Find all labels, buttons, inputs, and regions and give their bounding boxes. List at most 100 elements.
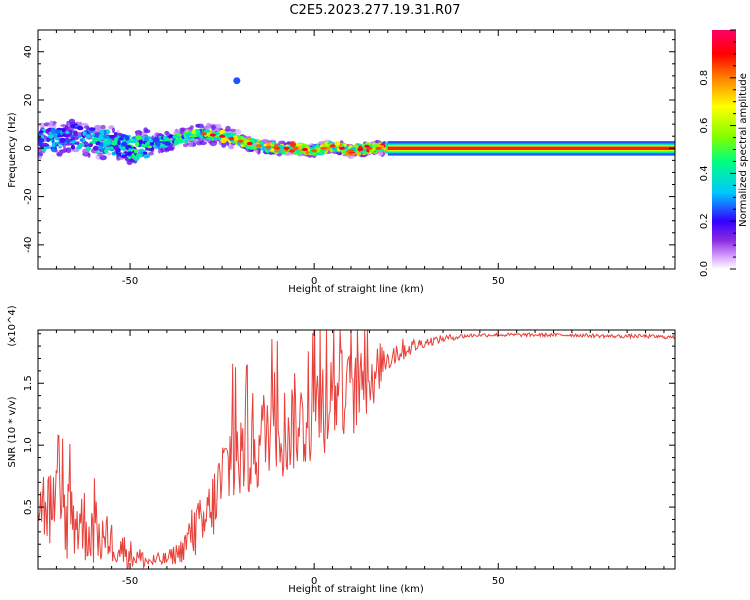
spectrogram-ridge-cell: [108, 146, 114, 150]
spectrogram-carrier-band: [387, 146, 675, 150]
colorbar-tick-label: 0.4: [699, 165, 710, 181]
spectrogram-ridge-cell: [142, 151, 148, 155]
snr-ylabel: SNR (10 * v/v): [7, 396, 18, 467]
spectrogram-ridge-cell: [289, 141, 296, 148]
spectrogram-ridge-cell: [70, 136, 76, 140]
spectrogram-peak-cell: [292, 146, 299, 150]
spectrogram-ridge-cell: [76, 125, 84, 131]
spectrogram-peak-cell: [246, 141, 253, 146]
spectrogram-halo-cell: [227, 144, 235, 150]
spectrogram-ridge-cell: [162, 135, 168, 140]
spectrogram-peak-cell: [228, 137, 235, 141]
spectrogram-halo-cell: [164, 132, 169, 135]
spectrogram-ridge-cell: [348, 153, 354, 156]
spectrogram-frame: [37, 29, 676, 270]
spectrogram-halo-cell: [229, 128, 237, 133]
spectrogram-ridge-cell: [179, 138, 184, 142]
spectrogram-halo-cell: [80, 122, 89, 126]
spectrogram-ridge-cell: [334, 141, 339, 147]
snr-panel: -50 0 50 0.5 1.0 1.5 Height of straight line …: [7, 305, 676, 595]
spectrogram-ridge-cell: [266, 142, 271, 146]
spectrogram-halo-cell: [221, 142, 227, 148]
spectrogram-peak-cell: [265, 145, 272, 149]
spectrogram-ridge-cell: [121, 154, 127, 159]
spectrogram-peak-cell: [255, 144, 262, 148]
spectrogram-axes: -50 0 50 -40 -20 0 20 40: [23, 30, 675, 287]
spectrogram-peak-cell: [219, 134, 226, 138]
spectrogram-ridge-cell: [156, 141, 161, 147]
spectrogram-ridge-cell: [269, 143, 275, 147]
spectrogram-ridge-cell: [258, 140, 263, 144]
spectrogram-ridge-cell: [76, 146, 82, 150]
spectrogram-ridge-cell: [92, 145, 99, 151]
spectrogram-peak-cell: [311, 149, 318, 153]
spectrogram-ridge-cell: [99, 137, 106, 141]
snr-axes: -50 0 50 0.5 1.0 1.5: [23, 330, 675, 587]
spectrogram-ridge-cell: [133, 149, 138, 154]
spectrogram-ridge-cell: [73, 130, 78, 136]
spectrogram-ridge-cell: [261, 145, 266, 152]
spectrogram-ridge-cell: [147, 145, 153, 149]
spectrogram-ridge-cell: [297, 145, 303, 150]
spectrogram-ridge-cell: [97, 140, 101, 146]
spectrogram-ridge-cell: [148, 139, 154, 143]
spectrogram-halo-cell: [278, 140, 286, 145]
spectrogram-ridge-cell: [131, 152, 135, 159]
spectrogram-y-tick-label: 0: [23, 145, 34, 151]
spectrogram-ridge-cell: [79, 138, 84, 142]
spectrogram-halo-cell: [235, 128, 242, 135]
spectrogram-ridge-cell: [177, 136, 181, 139]
spectrogram-halo-cell: [189, 125, 194, 130]
spectrogram-ridge-cell: [303, 144, 308, 149]
spectrogram-ridge-cell: [250, 137, 256, 144]
spectrogram-y-tick-label: 40: [23, 45, 34, 58]
spectrogram-ridge-cell: [315, 144, 320, 148]
spectrogram-ridge-cell: [128, 148, 132, 152]
spectrogram-ridge-cell: [64, 125, 69, 130]
spectrogram-halo-cell: [58, 153, 63, 157]
spectrogram-ridge-cell: [174, 139, 178, 144]
spectrogram-marks: [38, 77, 675, 166]
spectrogram-halo-cell: [215, 123, 222, 129]
spectrogram-ridge-cell: [144, 136, 149, 142]
spectrogram-ridge-cell: [56, 134, 64, 138]
snr-y-tick-label: 1.0: [23, 437, 34, 453]
spectrogram-y-tick-label: -40: [23, 237, 34, 253]
spectrogram-ridge-cell: [327, 141, 331, 145]
spectrogram-ridge-cell: [131, 136, 137, 139]
spectrogram-ylabel: Frequency (Hz): [7, 112, 18, 188]
spectrogram-ridge-cell: [85, 133, 91, 139]
spectrogram-ridge-cell: [153, 136, 160, 143]
spectrogram-ridge-cell: [99, 129, 105, 135]
colorbar-tick-label: 0.8: [699, 70, 710, 86]
spectrogram-ridge-cell: [205, 137, 213, 141]
spectrogram-panel: -50 0 50 -40 -20 0 20 40 Height of straight lin…: [7, 29, 676, 295]
spectrogram-ridge-cell: [63, 134, 70, 138]
spectrogram-ridge-cell: [78, 142, 85, 146]
spectrogram-halo-cell: [143, 127, 148, 133]
spectrogram-ridge-cell: [203, 129, 211, 133]
spectrogram-halo-cell: [66, 147, 72, 154]
spectrogram-halo-cell: [111, 127, 116, 134]
spectrogram-ridge-cell: [281, 150, 286, 155]
spectrogram-ridge-cell: [127, 156, 132, 160]
spectrogram-ridge-cell: [246, 143, 253, 149]
spectrogram-ridge-cell: [104, 148, 109, 154]
spectrogram-ridge-cell: [65, 130, 70, 135]
snr-x-tick-label: 50: [492, 576, 505, 587]
spectrogram-ridge-cell: [74, 142, 80, 145]
spectrogram-halo-cell: [170, 146, 174, 151]
spectrogram-peak-cell: [209, 133, 216, 137]
spectrogram-ridge-cell: [120, 142, 128, 147]
spectrogram-ridge-cell: [77, 135, 82, 138]
spectrogram-ridge-cell: [183, 132, 187, 138]
spectrogram-ridge-cell: [296, 149, 301, 154]
spectrogram-ridge-cell: [251, 146, 257, 150]
spectrogram-ridge-cell: [362, 151, 369, 155]
spectrogram-peak-cell: [338, 146, 345, 150]
colorbar-label: Normalized spectral amplitude: [738, 73, 749, 227]
spectrogram-ridge-cell: [124, 135, 130, 141]
snr-x-tick-label: 0: [311, 576, 317, 587]
spectrogram-ridge-cell: [45, 146, 51, 149]
spectrogram-halo-cell: [157, 148, 161, 154]
